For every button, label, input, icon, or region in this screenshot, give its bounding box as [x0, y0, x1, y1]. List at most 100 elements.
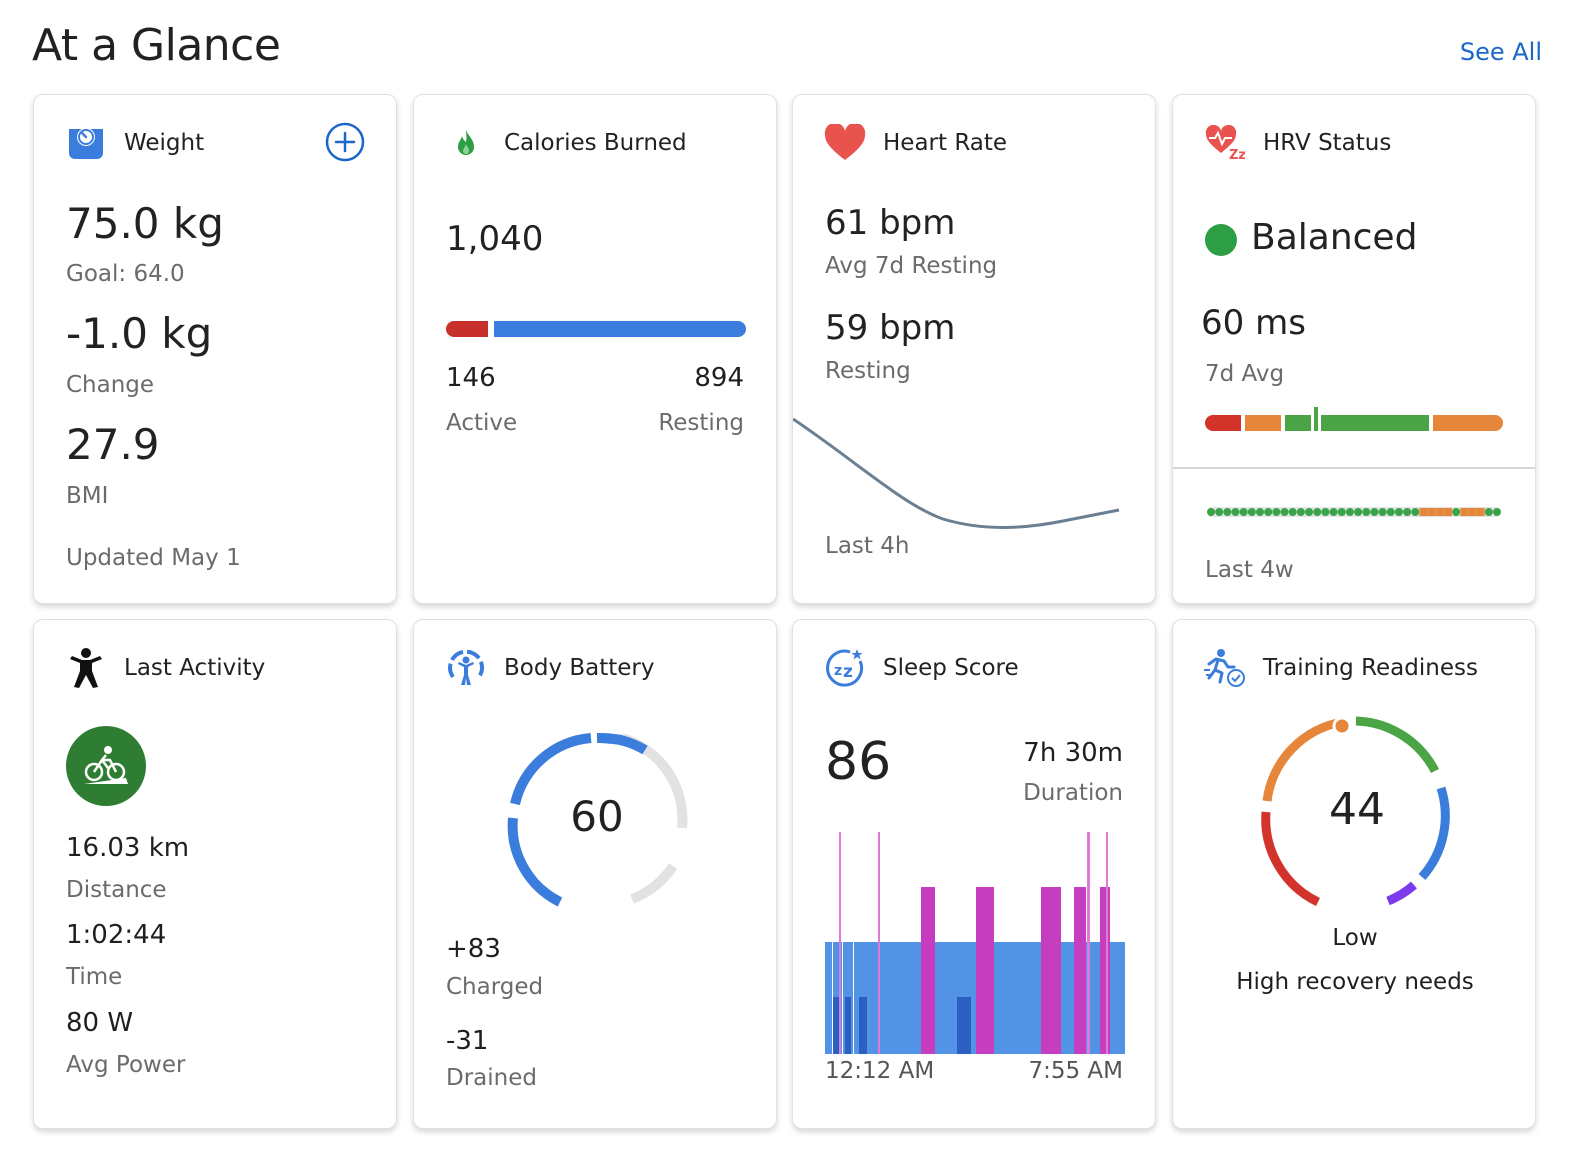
weight-card[interactable]: Weight 75.0 kg Goal: 64.0 -1.0 kg Change…: [33, 94, 397, 604]
active-calories-segment: [446, 321, 488, 337]
last-activity-card[interactable]: Last Activity 16.03 km Distance 1:02:44 …: [33, 619, 397, 1129]
person-icon: [64, 646, 108, 690]
hrv-day-marker: [1321, 508, 1330, 516]
hrv-day-marker: [1264, 508, 1273, 516]
sleep-deep-segment: [845, 997, 851, 1054]
hrv-day-marker: [1354, 508, 1363, 516]
hrv-avg-label: 7d Avg: [1205, 361, 1285, 387]
flame-icon: [444, 121, 488, 165]
hrv-day-marker: [1370, 508, 1379, 516]
sleep-rem-segment: [1100, 887, 1110, 1054]
svg-text:z: z: [834, 663, 842, 679]
active-calories-label: Active: [446, 410, 518, 436]
sleep-duration-label: Duration: [1023, 780, 1123, 806]
sleep-awake-segment: [1087, 832, 1090, 1054]
hrv-day-marker: [1239, 508, 1248, 516]
hrv-day-marker: [1329, 508, 1338, 516]
hrv-period: Last 4w: [1205, 557, 1294, 583]
hrv-day-marker: [1256, 508, 1265, 516]
training-readiness-card[interactable]: Training Readiness 44 Low High recovery …: [1172, 619, 1536, 1129]
heart-rate-period: Last 4h: [825, 533, 910, 559]
hrv-day-marker: [1313, 508, 1322, 516]
hrv-day-marker: [1337, 508, 1346, 516]
body-battery-card[interactable]: Body Battery 60 +83 Charged -31 Drained: [413, 619, 777, 1129]
card-title: Body Battery: [504, 655, 655, 681]
training-readiness-score: 44: [1329, 784, 1385, 835]
heart-rate-card[interactable]: Heart Rate 61 bpm Avg 7d Resting 59 bpm …: [792, 94, 1156, 604]
hrv-day-marker: [1215, 508, 1224, 516]
hrv-day-marker: [1476, 508, 1485, 516]
sleep-gap: [853, 942, 854, 1054]
resting-hr-label: Resting: [825, 358, 911, 384]
power-value: 80 W: [66, 1008, 134, 1038]
sleep-rem-segment: [976, 887, 994, 1054]
page-title: At a Glance: [32, 20, 281, 71]
hrv-day-marker: [1345, 508, 1354, 516]
hrv-day-marker: [1305, 508, 1314, 516]
svg-text:z: z: [843, 662, 853, 682]
hrv-day-marker: [1280, 508, 1289, 516]
active-calories-value: 146: [446, 363, 496, 393]
weight-change-value: -1.0 kg: [66, 309, 213, 358]
avg-resting-hr-value: 61 bpm: [825, 203, 956, 243]
bmi-label: BMI: [66, 483, 109, 509]
hrv-baseline-gauge: [1205, 407, 1503, 431]
weight-goal: Goal: 64.0: [66, 261, 185, 287]
avg-resting-hr-label: Avg 7d Resting: [825, 253, 998, 279]
hrv-day-marker: [1247, 508, 1256, 516]
body-battery-gauge: [507, 732, 688, 907]
time-label: Time: [66, 964, 123, 990]
card-title: Heart Rate: [883, 130, 1008, 156]
sleep-gap: [842, 942, 843, 1054]
resting-calories-value: 894: [694, 363, 744, 393]
card-title: Training Readiness: [1263, 655, 1478, 681]
hrv-day-marker: [1272, 508, 1281, 516]
hrv-day-marker: [1419, 508, 1428, 516]
add-weight-button[interactable]: [324, 121, 366, 163]
see-all-link[interactable]: See All: [1459, 38, 1542, 66]
sleep-score-card[interactable]: z z Sleep Score 86 7h 30m Duration 12:12…: [792, 619, 1156, 1129]
hrv-day-marker: [1207, 508, 1215, 516]
calories-card[interactable]: Calories Burned 1,040 146 894 Active Res…: [413, 94, 777, 604]
sleep-stages-chart: [825, 832, 1125, 1054]
hrv-day-marker: [1386, 508, 1395, 516]
sleep-deep-segment: [833, 997, 841, 1054]
sleep-gap: [832, 942, 833, 1054]
sleep-score-value: 86: [825, 732, 892, 792]
training-readiness-level: Low: [1332, 925, 1378, 951]
distance-label: Distance: [66, 877, 167, 903]
svg-text:Zz: Zz: [1229, 148, 1245, 163]
training-readiness-description: High recovery needs: [1236, 969, 1474, 995]
hrv-day-marker: [1362, 508, 1371, 516]
training-readiness-gauge: [1261, 716, 1450, 907]
hrv-day-marker: [1378, 508, 1387, 516]
resting-calories-segment: [494, 321, 746, 337]
hrv-day-marker: [1484, 508, 1493, 516]
bmi-value: 27.9: [66, 420, 160, 469]
hrv-day-marker: [1427, 508, 1436, 516]
hrv-day-marker: [1468, 508, 1477, 516]
body-battery-level: 60: [570, 792, 624, 841]
scale-icon: [64, 121, 108, 165]
body-battery-icon: [444, 646, 488, 690]
drained-value: -31: [446, 1026, 489, 1056]
weight-change-label: Change: [66, 372, 155, 398]
card-title: Calories Burned: [504, 130, 687, 156]
sleep-icon: z z: [823, 646, 867, 690]
card-title: Last Activity: [124, 655, 266, 681]
power-label: Avg Power: [66, 1052, 186, 1078]
hrv-day-marker: [1460, 508, 1469, 516]
distance-value: 16.03 km: [66, 833, 190, 863]
sleep-rem-segment: [1074, 887, 1086, 1054]
hrv-day-marker: [1443, 508, 1452, 516]
sleep-start-time: 12:12 AM: [825, 1058, 935, 1084]
hrv-day-marker: [1452, 508, 1461, 516]
cycling-icon: [66, 726, 146, 806]
resting-hr-value: 59 bpm: [825, 308, 956, 348]
hrv-day-marker: [1296, 508, 1305, 516]
sleep-awake-segment: [878, 832, 880, 1054]
drained-label: Drained: [446, 1065, 537, 1091]
card-title: HRV Status: [1263, 130, 1392, 156]
hrv-status-card[interactable]: Zz HRV Status Balanced 60 ms 7d Avg Last…: [1172, 94, 1536, 604]
hrv-avg-value: 60 ms: [1201, 303, 1306, 343]
